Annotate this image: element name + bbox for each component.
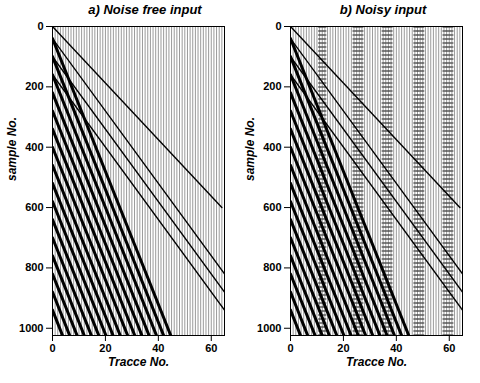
html-text:b) Noisy input: b) Noisy input — [339, 2, 427, 17]
svg-text:200: 200 — [25, 80, 43, 92]
svg-text:800: 800 — [25, 261, 43, 273]
svg-text:60: 60 — [205, 342, 217, 354]
svg-text:400: 400 — [263, 141, 281, 153]
svg-text:Tracce No.: Tracce No. — [346, 355, 407, 369]
svg-text:sample No.: sample No. — [5, 117, 19, 181]
svg-text:0: 0 — [49, 342, 55, 354]
svg-text:sample No.: sample No. — [243, 117, 257, 181]
svg-text:800: 800 — [263, 261, 281, 273]
svg-text:20: 20 — [99, 342, 111, 354]
svg-text:600: 600 — [263, 201, 281, 213]
html-text:a) Noise free input: a) Noise free input — [88, 2, 202, 17]
svg-text:40: 40 — [390, 342, 402, 354]
svg-text:Tracce No.: Tracce No. — [108, 355, 169, 369]
svg-text:0: 0 — [287, 342, 293, 354]
svg-text:40: 40 — [152, 342, 164, 354]
svg-text:0: 0 — [275, 20, 281, 32]
svg-text:20: 20 — [337, 342, 349, 354]
svg-text:1000: 1000 — [257, 322, 281, 334]
svg-text:400: 400 — [25, 141, 43, 153]
svg-text:200: 200 — [263, 80, 281, 92]
svg-text:600: 600 — [25, 201, 43, 213]
svg-text:60: 60 — [443, 342, 455, 354]
svg-text:1000: 1000 — [19, 322, 43, 334]
svg-text:0: 0 — [37, 20, 43, 32]
